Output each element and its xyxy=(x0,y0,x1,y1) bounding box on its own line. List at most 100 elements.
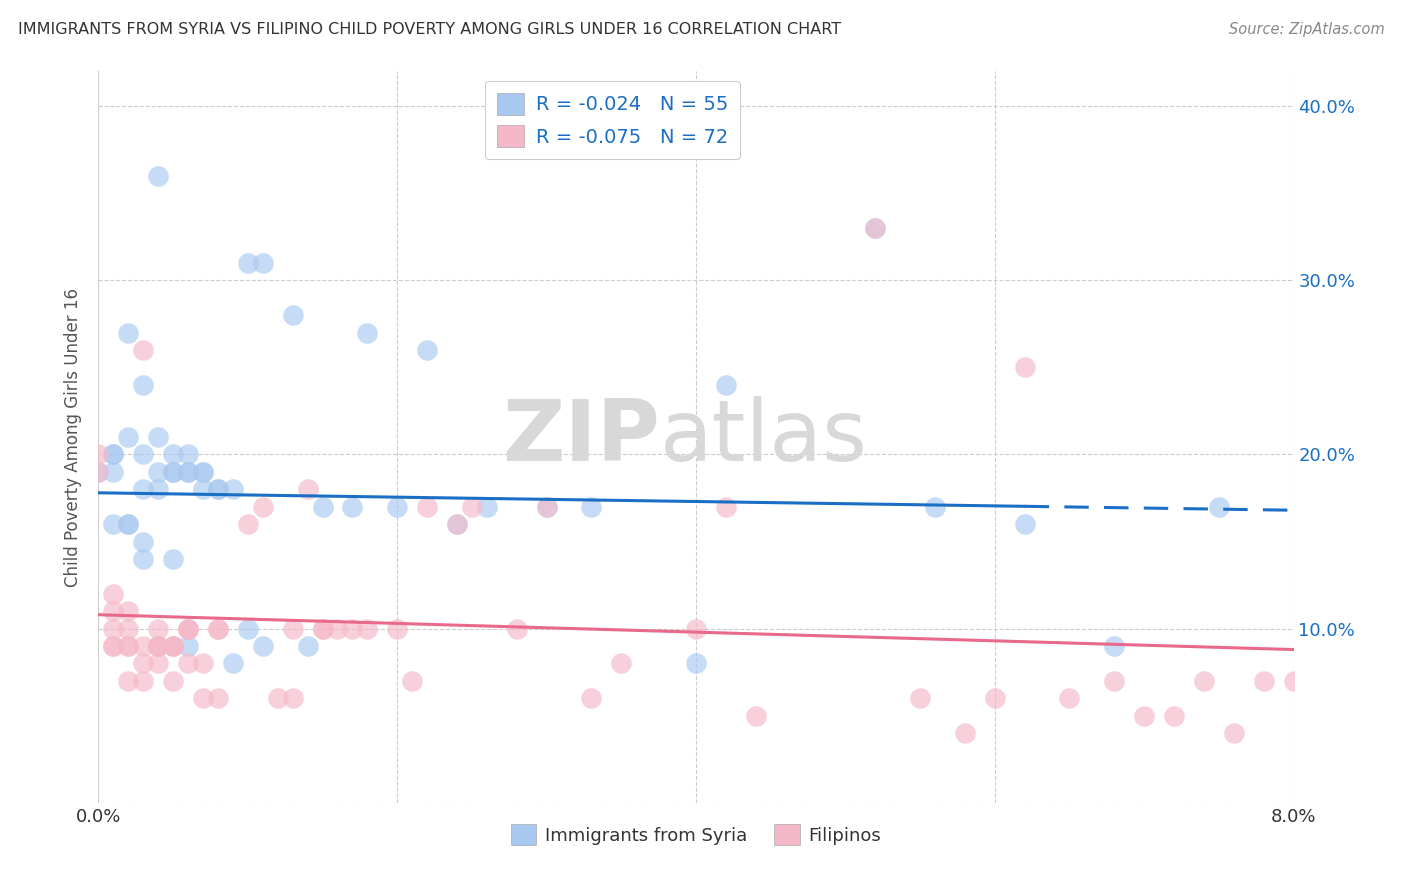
Point xyxy=(252,639,274,653)
Point xyxy=(87,448,110,462)
Point xyxy=(1133,708,1156,723)
Point xyxy=(148,430,170,444)
Point xyxy=(714,377,737,392)
Point xyxy=(745,708,768,723)
Point xyxy=(132,343,155,357)
Point xyxy=(236,256,259,270)
Point xyxy=(103,587,125,601)
Point xyxy=(1208,500,1230,514)
Point xyxy=(1104,639,1126,653)
Point xyxy=(222,483,245,497)
Point xyxy=(281,308,304,322)
Point xyxy=(177,465,200,479)
Point xyxy=(117,326,139,340)
Point xyxy=(207,483,229,497)
Point xyxy=(148,622,170,636)
Text: IMMIGRANTS FROM SYRIA VS FILIPINO CHILD POVERTY AMONG GIRLS UNDER 16 CORRELATION: IMMIGRANTS FROM SYRIA VS FILIPINO CHILD … xyxy=(18,22,841,37)
Point xyxy=(207,691,229,706)
Point xyxy=(342,500,364,514)
Point xyxy=(162,465,184,479)
Point xyxy=(385,622,409,636)
Point xyxy=(103,517,125,532)
Point xyxy=(132,552,155,566)
Point xyxy=(162,465,184,479)
Point xyxy=(401,673,423,688)
Point xyxy=(103,465,125,479)
Point xyxy=(177,465,200,479)
Point xyxy=(117,639,139,653)
Point xyxy=(1163,708,1185,723)
Point xyxy=(685,622,707,636)
Point xyxy=(953,726,976,740)
Y-axis label: Child Poverty Among Girls Under 16: Child Poverty Among Girls Under 16 xyxy=(65,287,83,587)
Point xyxy=(148,639,170,653)
Point xyxy=(222,657,245,671)
Point xyxy=(103,639,125,653)
Point xyxy=(311,622,333,636)
Point xyxy=(252,256,274,270)
Point xyxy=(117,639,139,653)
Point xyxy=(191,465,214,479)
Point xyxy=(536,500,558,514)
Point xyxy=(191,657,214,671)
Point xyxy=(132,448,155,462)
Point xyxy=(207,483,229,497)
Point xyxy=(461,500,484,514)
Point xyxy=(236,622,259,636)
Point xyxy=(297,639,319,653)
Point xyxy=(132,377,155,392)
Point xyxy=(148,639,170,653)
Point xyxy=(356,326,378,340)
Point xyxy=(148,169,170,183)
Point xyxy=(297,483,319,497)
Point xyxy=(177,622,200,636)
Point xyxy=(132,657,155,671)
Point xyxy=(132,673,155,688)
Point xyxy=(252,500,274,514)
Point xyxy=(342,622,364,636)
Point xyxy=(132,534,155,549)
Point xyxy=(416,500,439,514)
Point xyxy=(177,657,200,671)
Point xyxy=(267,691,290,706)
Point xyxy=(326,622,349,636)
Point xyxy=(385,500,409,514)
Point xyxy=(117,430,139,444)
Point xyxy=(281,622,304,636)
Point xyxy=(162,448,184,462)
Point xyxy=(191,691,214,706)
Point xyxy=(446,517,468,532)
Point xyxy=(685,657,707,671)
Point xyxy=(207,622,229,636)
Point xyxy=(148,657,170,671)
Point xyxy=(162,639,184,653)
Point xyxy=(148,465,170,479)
Point xyxy=(177,639,200,653)
Point xyxy=(103,622,125,636)
Point xyxy=(446,517,468,532)
Point xyxy=(177,448,200,462)
Point xyxy=(191,465,214,479)
Point xyxy=(162,639,184,653)
Point xyxy=(162,673,184,688)
Point xyxy=(162,639,184,653)
Point xyxy=(148,639,170,653)
Point xyxy=(475,500,498,514)
Point xyxy=(117,673,139,688)
Point xyxy=(132,483,155,497)
Point xyxy=(281,691,304,706)
Point xyxy=(207,622,229,636)
Point xyxy=(132,639,155,653)
Point xyxy=(191,483,214,497)
Point xyxy=(87,465,110,479)
Point xyxy=(117,622,139,636)
Point xyxy=(103,448,125,462)
Point xyxy=(536,500,558,514)
Point xyxy=(1357,673,1379,688)
Point xyxy=(416,343,439,357)
Point xyxy=(714,500,737,514)
Point xyxy=(1223,726,1246,740)
Point xyxy=(103,639,125,653)
Point xyxy=(117,517,139,532)
Point xyxy=(236,517,259,532)
